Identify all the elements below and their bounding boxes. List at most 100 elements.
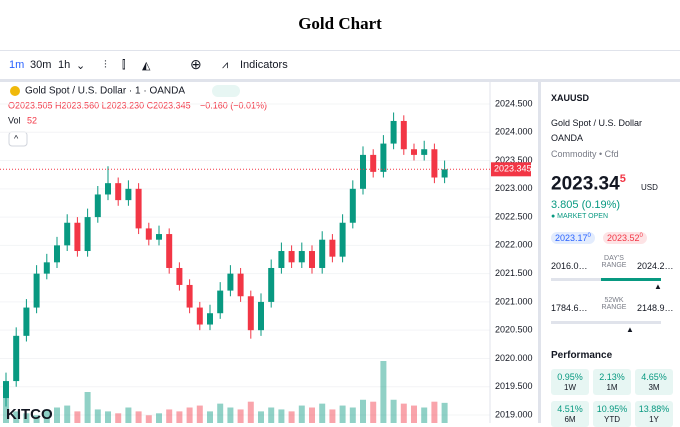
volume-bar (186, 407, 193, 423)
y-tick-label: 2020.500 (495, 325, 533, 335)
volume-bar (360, 399, 366, 423)
performance-cell: 2.13% 1M (593, 369, 631, 395)
performance-value: 2.13% (599, 372, 625, 382)
volume-bar (400, 403, 407, 423)
candle-body (64, 222, 71, 246)
volume-bar (13, 411, 20, 423)
legend-ohlc: O2023.505 H2023.560 L2023.230 C2023.345 (8, 100, 191, 110)
toolbar: 1m 30m 1h ⌄ ⫶ ⫿ ◭ ⊕ ⩘ Indicators (0, 50, 680, 82)
dropdown[interactable]: ⌄ (76, 60, 86, 72)
performance-cell: 13.88% 1Y (635, 401, 673, 427)
performance-period: 1Y (649, 415, 659, 424)
legend-symbol: Gold Spot / U.S. Dollar · 1 · OANDA (25, 86, 185, 97)
volume-bar (125, 407, 132, 423)
add-button[interactable]: ⊕ (190, 56, 202, 72)
ask-sup: 0 (639, 233, 643, 239)
performance-cell: 4.65% 3M (635, 369, 673, 395)
volume-bar (329, 409, 336, 423)
volume-bar (247, 401, 254, 423)
range-low: 1784.6… (551, 303, 588, 313)
y-tick-label: 2024.000 (495, 127, 533, 137)
candle-body (13, 335, 20, 382)
y-tick-label: 2023.500 (495, 155, 533, 165)
volume-bar (156, 413, 162, 423)
candle-body (156, 234, 162, 240)
candle-body (258, 301, 264, 331)
volume-bar (54, 407, 60, 423)
performance-cell: 10.95% YTD (593, 401, 631, 427)
volume-bar (217, 403, 224, 423)
y-tick-label: 2022.500 (495, 211, 533, 221)
y-tick-label: 2021.000 (495, 296, 533, 306)
candle-body (288, 251, 295, 263)
candle-body (207, 313, 213, 325)
candle-body (237, 273, 244, 297)
volume-bar (74, 411, 81, 423)
candle-body (370, 154, 377, 172)
interval[interactable]: 1h (58, 59, 71, 71)
candle-body (186, 284, 193, 308)
performance-period: 1W (564, 383, 576, 392)
performance-period: 6M (564, 415, 576, 424)
currency: USD (641, 183, 658, 192)
volume-bar (258, 411, 264, 423)
range-fill (601, 278, 661, 281)
chart-type[interactable]: ⫿ (122, 59, 126, 71)
y-tick-label: 2019.000 (495, 409, 533, 419)
volume-bar (227, 407, 234, 423)
indicators-button[interactable]: Indicators (240, 59, 288, 71)
volume-bar (390, 399, 397, 423)
volume-bar (176, 411, 183, 423)
legend-volume-value: 52 (27, 115, 37, 125)
candle-body (309, 251, 315, 268)
collapse-icon: ^ (14, 133, 19, 143)
range-marker: ▲ (626, 325, 634, 334)
candle-body (227, 273, 234, 291)
y-tick-label: 2021.500 (495, 268, 533, 278)
candle-body (431, 149, 438, 178)
volume-bar (370, 401, 377, 423)
volume-bar (115, 413, 122, 423)
legend-volume-label: Vol (8, 115, 21, 125)
volume-bar (33, 415, 40, 423)
candle-body (125, 188, 132, 201)
range-label: 52WK RANGE (601, 297, 627, 311)
range-track (551, 321, 661, 324)
candle-body (247, 296, 254, 331)
legend-change: −0.160 (−0.01%) (200, 100, 267, 110)
volume-bar (237, 409, 244, 423)
price-change: 3.805 (0.19%) (551, 199, 621, 211)
ask-main: 2023.52 (607, 233, 640, 243)
candle-body (400, 120, 407, 150)
candle-body (23, 307, 30, 336)
candle-body (84, 217, 91, 252)
chart-type[interactable]: ◭ (142, 60, 151, 72)
range-high: 2148.9… (637, 303, 674, 313)
interval[interactable]: 1m (9, 59, 25, 71)
performance-period: 1M (606, 383, 618, 392)
volume-bar (278, 409, 285, 423)
y-tick-label: 2023.000 (495, 183, 533, 193)
candle-body (43, 262, 50, 274)
volume-bar (441, 402, 448, 423)
volume-bar (268, 407, 275, 423)
performance-cell: 4.51% 6M (551, 401, 589, 427)
interval[interactable]: 30m (30, 59, 52, 71)
volume-bar (298, 405, 305, 423)
chart-type[interactable]: ⫶ (104, 59, 107, 71)
performance-period: YTD (604, 415, 620, 424)
volume-bar (64, 405, 71, 423)
performance-cell: 0.95% 1W (551, 369, 589, 395)
performance-value: 4.51% (557, 404, 583, 414)
volume-bar (196, 405, 203, 423)
volume-bar (94, 409, 101, 423)
candle-body (176, 267, 183, 285)
volume-bar (135, 411, 142, 423)
range-marker: ▲ (654, 282, 662, 291)
range-low: 2016.0… (551, 261, 588, 271)
indicators-icon[interactable]: ⩘ (222, 59, 229, 71)
category: Commodity • Cfd (551, 149, 619, 159)
y-tick-label: 2019.500 (495, 381, 533, 391)
candle-body (268, 267, 275, 302)
